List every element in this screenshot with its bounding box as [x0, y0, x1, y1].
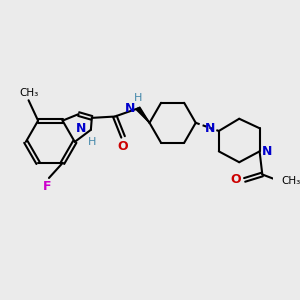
Text: O: O: [118, 140, 128, 153]
Text: N: N: [262, 145, 272, 158]
Text: N: N: [76, 122, 86, 135]
Text: CH₃: CH₃: [19, 88, 38, 98]
Polygon shape: [136, 107, 149, 123]
Text: O: O: [231, 173, 242, 186]
Text: H: H: [88, 137, 96, 147]
Text: CH₃: CH₃: [281, 176, 300, 186]
Text: N: N: [205, 122, 216, 135]
Text: F: F: [43, 180, 52, 193]
Text: N: N: [125, 102, 135, 115]
Text: H: H: [134, 94, 142, 103]
